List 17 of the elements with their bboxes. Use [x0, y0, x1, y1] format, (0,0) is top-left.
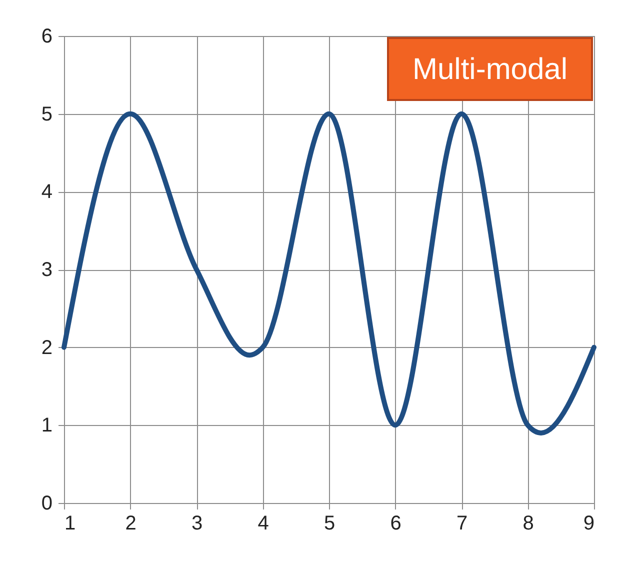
y-tick-label: 4 — [41, 181, 52, 204]
y-tick-label: 3 — [41, 259, 52, 281]
x-tick-label: 8 — [522, 512, 534, 534]
y-tick-label: 0 — [41, 492, 52, 514]
x-tick-label: 9 — [583, 512, 594, 534]
x-tick-label: 5 — [324, 512, 336, 534]
x-tick-label: 7 — [456, 512, 468, 534]
y-tick-label: 2 — [41, 336, 52, 359]
y-tick-label: 1 — [41, 414, 52, 437]
y-tick-label: 6 — [41, 26, 52, 48]
x-tick-label: 6 — [390, 512, 402, 534]
x-tick-label: 1 — [64, 512, 76, 534]
x-tick-label: 2 — [125, 512, 136, 534]
x-tick-label: 3 — [191, 512, 203, 534]
annotation: Multi-modal — [412, 53, 568, 86]
y-tick-label: 5 — [41, 103, 52, 126]
x-tick-label: 4 — [258, 512, 269, 534]
